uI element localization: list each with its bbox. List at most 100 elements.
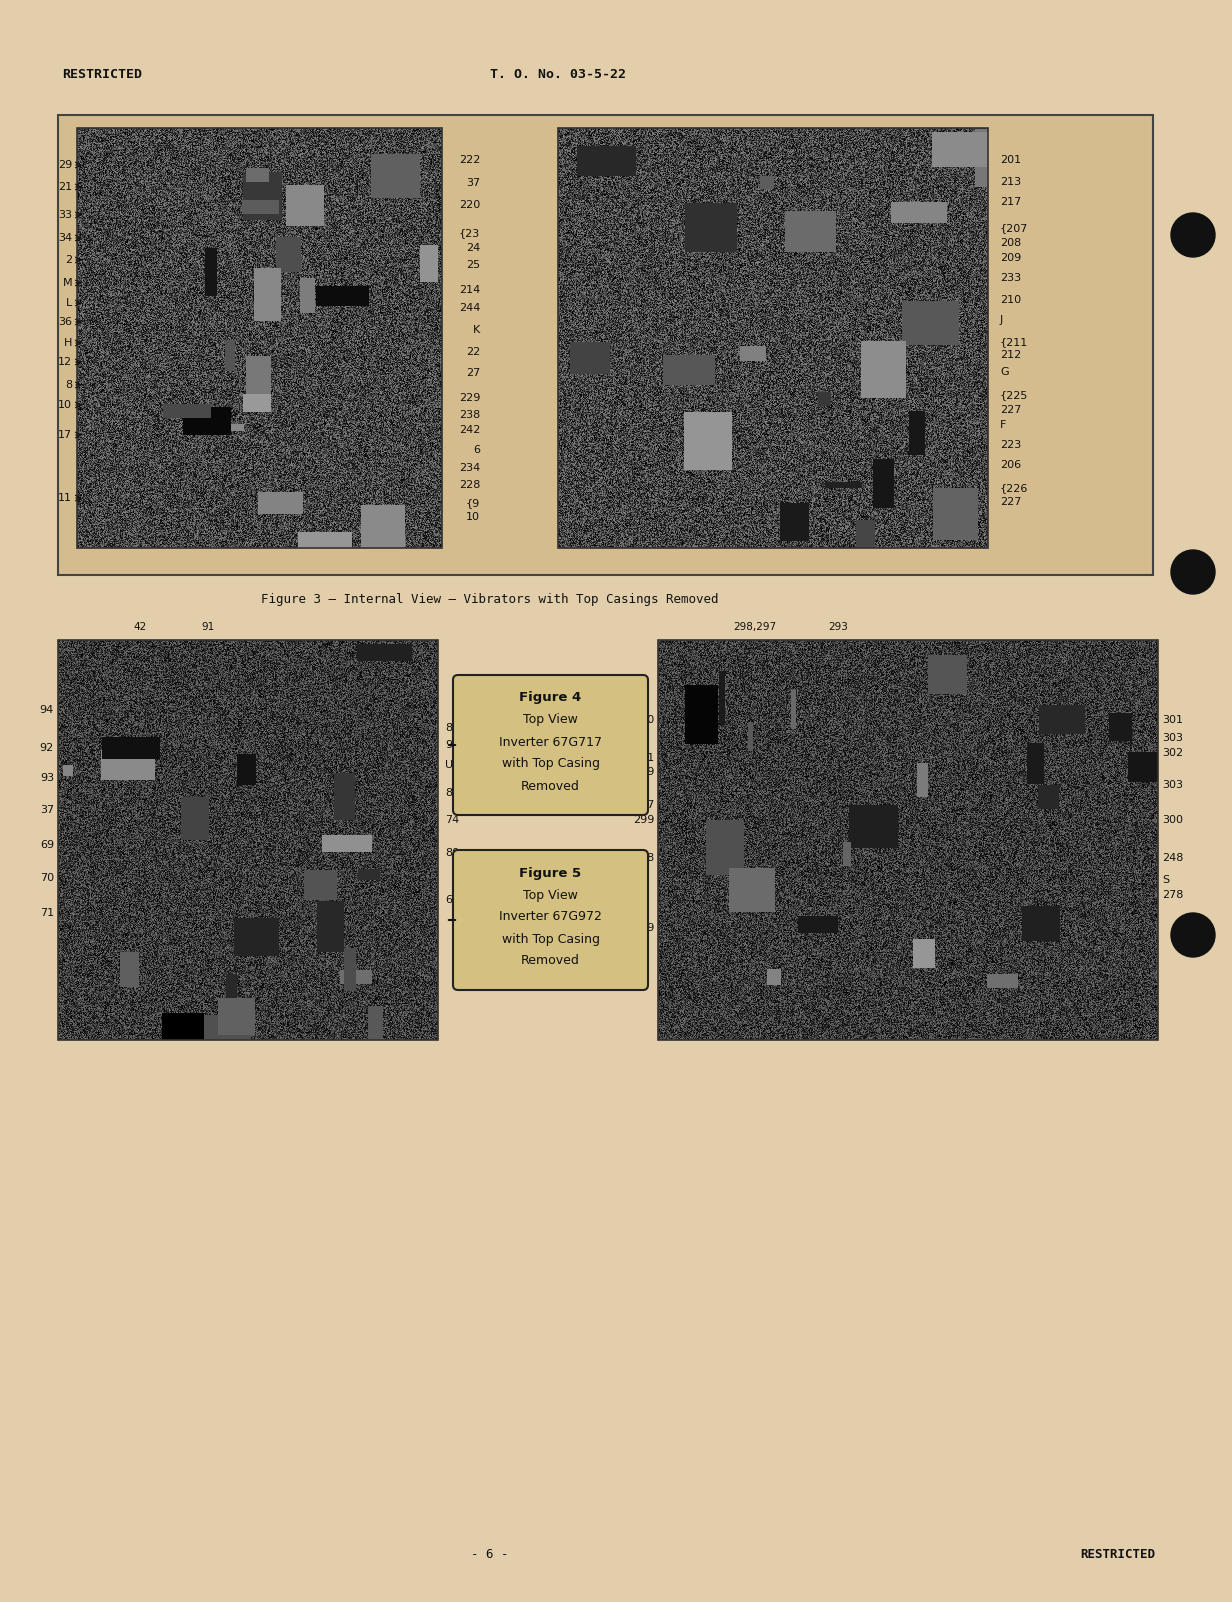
Text: 303: 303 (1162, 780, 1183, 790)
Text: G: G (1000, 367, 1009, 376)
Text: S: S (1162, 875, 1169, 884)
Text: 217: 217 (1000, 197, 1021, 207)
Text: 301: 301 (1162, 714, 1183, 726)
Text: 210: 210 (1000, 295, 1021, 304)
Text: Inverter 67G972: Inverter 67G972 (499, 910, 602, 923)
Text: 290: 290 (633, 714, 654, 726)
Text: 12: 12 (58, 357, 71, 367)
Text: 87: 87 (445, 788, 460, 798)
Text: {211: {211 (1000, 336, 1029, 348)
Text: 233: 233 (1000, 272, 1021, 284)
Text: RESTRICTED: RESTRICTED (1080, 1549, 1156, 1562)
Text: T. O. No. 03-5-22: T. O. No. 03-5-22 (490, 69, 626, 82)
Text: L: L (65, 298, 71, 308)
Text: 208: 208 (1000, 239, 1021, 248)
Bar (58, 641, 439, 1040)
Text: Top View: Top View (524, 713, 578, 726)
Text: 238: 238 (458, 410, 480, 420)
Text: 227: 227 (1000, 405, 1021, 415)
Text: 36: 36 (58, 317, 71, 327)
Text: 27: 27 (466, 368, 480, 378)
Text: 8: 8 (65, 380, 71, 389)
Text: 289: 289 (632, 767, 654, 777)
Bar (658, 641, 1158, 1040)
Text: Removed: Removed (521, 955, 580, 968)
Text: {226: {226 (1000, 482, 1029, 493)
Text: 80: 80 (445, 847, 460, 859)
Text: 92: 92 (39, 743, 54, 753)
Text: 22: 22 (466, 348, 480, 357)
Text: 2: 2 (65, 255, 71, 264)
Text: 293: 293 (828, 622, 848, 633)
Text: {225: {225 (1000, 389, 1029, 400)
Text: 228: 228 (458, 481, 480, 490)
Text: Figure 5: Figure 5 (520, 867, 582, 879)
Bar (558, 128, 988, 548)
Text: 89: 89 (445, 723, 460, 734)
Text: 29: 29 (58, 160, 71, 170)
Text: 6: 6 (473, 445, 480, 455)
Text: 201: 201 (1000, 155, 1021, 165)
Text: 300: 300 (1162, 815, 1183, 825)
Text: 214: 214 (458, 285, 480, 295)
Text: 244: 244 (458, 303, 480, 312)
Text: 279: 279 (632, 923, 654, 932)
Text: 37: 37 (466, 178, 480, 187)
Text: F: F (1000, 420, 1007, 429)
Text: 268: 268 (633, 852, 654, 863)
Text: 299: 299 (632, 815, 654, 825)
Text: 17: 17 (58, 429, 71, 441)
Text: 91: 91 (201, 622, 214, 633)
Text: 303: 303 (1162, 734, 1183, 743)
Text: 10: 10 (58, 400, 71, 410)
Text: 247: 247 (632, 799, 654, 811)
Text: 94: 94 (39, 705, 54, 714)
Text: Inverter 67G717: Inverter 67G717 (499, 735, 602, 748)
Text: Top View: Top View (524, 889, 578, 902)
Text: 248: 248 (1162, 852, 1184, 863)
Text: 21: 21 (58, 183, 71, 192)
Text: {9: {9 (466, 498, 480, 508)
Text: U: U (445, 759, 453, 771)
Text: 71: 71 (39, 908, 54, 918)
Circle shape (1170, 549, 1215, 594)
Circle shape (1170, 213, 1215, 256)
Text: 11: 11 (58, 493, 71, 503)
Text: Figure 3 – Internal View – Vibrators with Top Casings Removed: Figure 3 – Internal View – Vibrators wit… (261, 593, 718, 607)
Text: 213: 213 (1000, 176, 1021, 187)
Text: 206: 206 (1000, 460, 1021, 469)
Text: 93: 93 (39, 774, 54, 783)
Text: 93: 93 (445, 740, 460, 750)
Text: 42: 42 (133, 622, 147, 633)
Text: {23: {23 (458, 227, 480, 239)
Text: 34: 34 (58, 232, 71, 244)
Text: Removed: Removed (521, 780, 580, 793)
Text: 70: 70 (39, 873, 54, 883)
Text: 74: 74 (445, 815, 460, 825)
Text: {207: {207 (1000, 223, 1029, 232)
Text: with Top Casing: with Top Casing (501, 932, 600, 945)
Text: 229: 229 (458, 392, 480, 404)
Text: 242: 242 (458, 425, 480, 436)
Text: J: J (1000, 316, 1003, 325)
Text: with Top Casing: with Top Casing (501, 758, 600, 771)
Text: RESTRICTED: RESTRICTED (62, 69, 142, 82)
Text: 37: 37 (39, 804, 54, 815)
Text: 212: 212 (1000, 349, 1021, 360)
Text: Figure 4: Figure 4 (520, 692, 582, 705)
Bar (58, 115, 1153, 575)
Text: K: K (473, 325, 480, 335)
Text: 223: 223 (1000, 441, 1021, 450)
Text: 227: 227 (1000, 497, 1021, 506)
Text: 68: 68 (445, 896, 460, 905)
Text: 278: 278 (1162, 891, 1184, 900)
FancyBboxPatch shape (453, 851, 648, 990)
Bar (76, 128, 442, 548)
Text: 10: 10 (466, 513, 480, 522)
Text: 302: 302 (1162, 748, 1183, 758)
Text: 222: 222 (458, 155, 480, 165)
Text: M: M (63, 279, 71, 288)
Text: 298,297: 298,297 (733, 622, 776, 633)
Text: 25: 25 (466, 260, 480, 271)
Text: 33: 33 (58, 210, 71, 219)
